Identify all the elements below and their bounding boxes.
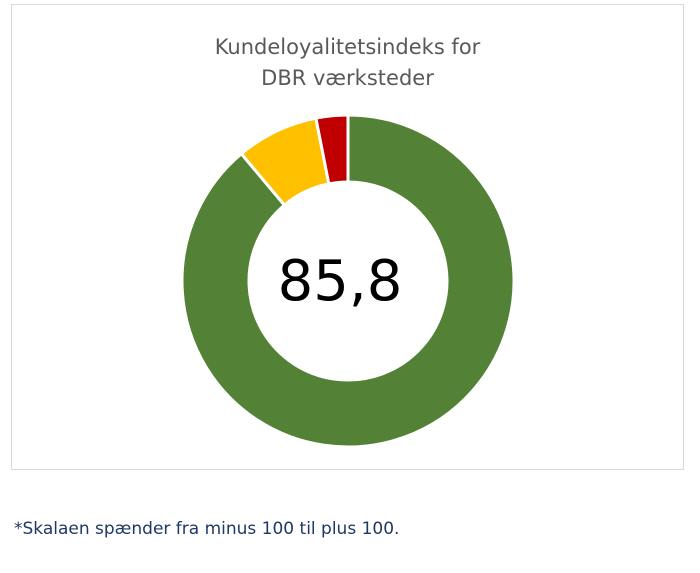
donut-slice-1: [180, 113, 516, 449]
footnote: *Skalaen spænder fra minus 100 til plus …: [14, 519, 400, 539]
center-value: 85,8: [278, 249, 403, 314]
chart-title: Kundeloyalitetsindeks for DBR værksteder: [12, 32, 683, 94]
chart-title-line-1: Kundeloyalitetsindeks for: [214, 35, 481, 59]
donut-slice-3: [314, 113, 350, 186]
donut-slices: [180, 113, 516, 449]
chart-title-line-2: DBR værksteder: [261, 66, 434, 90]
